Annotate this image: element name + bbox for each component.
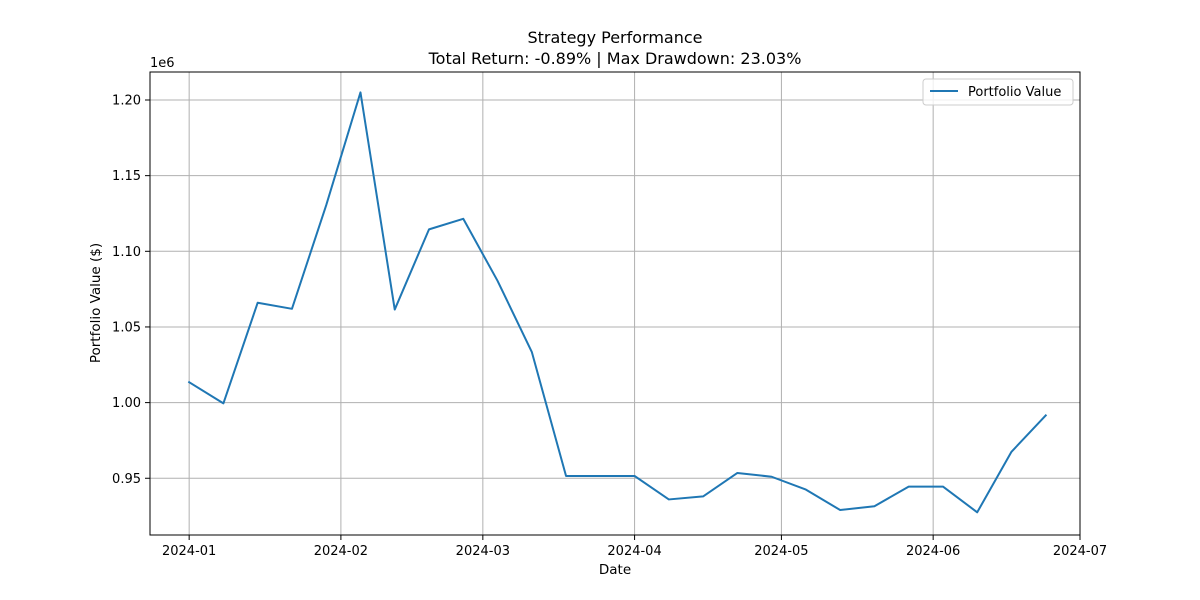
- y-tick-label: 0.95: [112, 472, 141, 487]
- series-layer: [187, 91, 1048, 514]
- series-line-portfolio-value: [187, 91, 1048, 514]
- x-tick-label: 2024-03: [456, 544, 510, 559]
- chart-title: Strategy Performance: [527, 28, 702, 47]
- x-tick-label: 2024-07: [1053, 544, 1107, 559]
- y-tick-label: 1.15: [112, 169, 141, 184]
- x-tick-label: 2024-06: [906, 544, 960, 559]
- y-axis-label: Portfolio Value ($): [88, 243, 104, 363]
- y-tick-label: 1.00: [112, 396, 141, 411]
- x-tick-label: 2024-02: [314, 544, 368, 559]
- legend: Portfolio Value: [922, 78, 1074, 106]
- legend-box: [922, 78, 1074, 106]
- x-tick-label: 2024-01: [162, 544, 216, 559]
- grid-lines: [150, 72, 1081, 535]
- x-axis-ticks: 2024-01 2024-02 2024-03 2024-04 2024-05 2024-…: [162, 535, 1107, 559]
- legend-label-portfolio-value: Portfolio Value: [968, 85, 1061, 100]
- y-offset-label: 1e6: [150, 56, 175, 71]
- chart-subtitle: Total Return: -0.89% | Max Drawdown: 23.…: [428, 49, 802, 68]
- y-tick-label: 1.20: [112, 93, 141, 108]
- y-tick-label: 1.10: [112, 245, 141, 260]
- y-tick-label: 1.05: [112, 320, 141, 335]
- y-axis-ticks: 0.95 1.00 1.05 1.10 1.15 1.20: [112, 93, 150, 487]
- x-tick-label: 2024-04: [607, 544, 661, 559]
- x-axis-label: Date: [599, 562, 631, 578]
- plot-area: [150, 72, 1080, 535]
- x-tick-label: 2024-05: [754, 544, 808, 559]
- plot-frame: [149, 71, 1081, 536]
